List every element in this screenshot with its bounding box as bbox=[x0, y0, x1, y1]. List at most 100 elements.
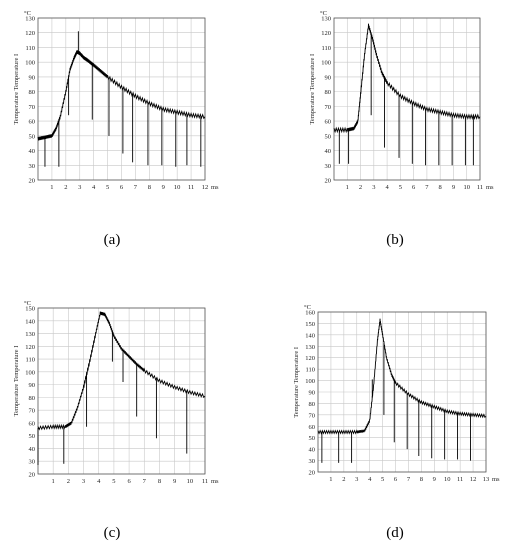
y-tick-label: 100 bbox=[321, 60, 331, 67]
x-tick-label: 5 bbox=[399, 184, 402, 191]
x-tick-label: 8 bbox=[158, 478, 161, 485]
x-tick-label: 6 bbox=[127, 478, 131, 485]
x-unit-label: ms bbox=[486, 184, 494, 191]
x-tick-label: 12 bbox=[202, 184, 209, 191]
x-tick-label: 4 bbox=[97, 478, 101, 485]
y-tick-label: 130 bbox=[25, 331, 35, 338]
y-tick-label: 20 bbox=[325, 178, 332, 185]
y-unit-label: °C bbox=[320, 10, 327, 17]
x-tick-label: 3 bbox=[82, 478, 85, 485]
caption-d: (d) bbox=[386, 525, 404, 541]
y-tick-label: 40 bbox=[325, 148, 332, 155]
y-axis-label: Temperature Temperature I bbox=[13, 346, 20, 417]
y-tick-label: 80 bbox=[29, 89, 36, 96]
series-line bbox=[333, 23, 481, 134]
y-tick-label: 150 bbox=[25, 306, 35, 313]
x-tick-label: 2 bbox=[67, 478, 70, 485]
y-tick-label: 70 bbox=[325, 104, 332, 111]
y-tick-label: 40 bbox=[29, 148, 36, 155]
y-tick-label: 140 bbox=[305, 332, 315, 339]
x-tick-label: 13 bbox=[483, 476, 490, 483]
x-tick-label: 4 bbox=[385, 184, 389, 191]
x-tick-label: 1 bbox=[52, 478, 55, 485]
x-tick-label: 4 bbox=[368, 476, 372, 483]
plot-frame bbox=[333, 17, 481, 181]
x-tick-label: 8 bbox=[439, 184, 442, 191]
y-tick-label: 20 bbox=[29, 472, 36, 479]
y-tick-label: 110 bbox=[321, 45, 331, 52]
x-tick-label: 5 bbox=[112, 478, 115, 485]
y-tick-label: 40 bbox=[29, 446, 36, 453]
x-tick-label: 10 bbox=[463, 184, 470, 191]
x-tick-label: 5 bbox=[106, 184, 109, 191]
x-tick-label: 9 bbox=[162, 184, 165, 191]
x-tick-label: 3 bbox=[78, 184, 81, 191]
y-tick-label: 30 bbox=[29, 163, 36, 170]
x-unit-label: ms bbox=[211, 478, 219, 485]
x-tick-label: 7 bbox=[143, 478, 147, 485]
x-tick-label: 6 bbox=[412, 184, 416, 191]
y-tick-label: 130 bbox=[321, 16, 331, 23]
x-tick-label: 1 bbox=[329, 476, 332, 483]
y-axis-label: Temperature Temperature I bbox=[13, 54, 20, 125]
y-tick-label: 110 bbox=[305, 367, 315, 374]
y-tick-label: 80 bbox=[29, 395, 36, 402]
x-tick-label: 3 bbox=[372, 184, 375, 191]
x-tick-label: 2 bbox=[64, 184, 67, 191]
x-tick-label: 7 bbox=[134, 184, 138, 191]
y-unit-label: °C bbox=[24, 300, 31, 307]
y-tick-label: 50 bbox=[309, 435, 316, 442]
x-tick-label: 5 bbox=[381, 476, 384, 483]
x-tick-label: 9 bbox=[173, 478, 176, 485]
x-tick-label: 10 bbox=[444, 476, 451, 483]
x-tick-label: 6 bbox=[120, 184, 124, 191]
y-axis-label: Temperature Temperature I bbox=[293, 347, 300, 418]
x-tick-label: 7 bbox=[407, 476, 411, 483]
x-tick-label: 9 bbox=[452, 184, 455, 191]
x-unit-label: ms bbox=[211, 184, 219, 191]
y-tick-label: 70 bbox=[29, 104, 36, 111]
x-tick-label: 1 bbox=[346, 184, 349, 191]
y-tick-label: 60 bbox=[29, 420, 36, 427]
y-tick-label: 70 bbox=[309, 412, 316, 419]
chart-panel-b: 20 30 40 50 60 70 80 90 100 110 120 130 1 2 3 4 5 6 7 8 9 10 1… bbox=[309, 10, 494, 191]
y-tick-label: 110 bbox=[25, 45, 35, 52]
y-tick-label: 130 bbox=[305, 344, 315, 351]
y-tick-label: 50 bbox=[29, 433, 36, 440]
y-unit-label: °C bbox=[304, 304, 311, 311]
y-tick-label: 60 bbox=[325, 119, 332, 126]
y-axis-label: Temperature Temperature I bbox=[309, 54, 316, 125]
y-tick-label: 100 bbox=[25, 60, 35, 67]
y-tick-label: 50 bbox=[29, 133, 36, 140]
y-tick-label: 50 bbox=[325, 133, 332, 140]
series-line bbox=[37, 50, 206, 141]
y-tick-label: 100 bbox=[305, 378, 315, 385]
y-tick-label: 60 bbox=[309, 424, 316, 431]
x-tick-label: 7 bbox=[425, 184, 429, 191]
y-tick-label: 20 bbox=[29, 178, 36, 185]
x-tick-label: 2 bbox=[359, 184, 362, 191]
y-tick-label: 130 bbox=[25, 16, 35, 23]
y-tick-label: 90 bbox=[309, 390, 316, 397]
x-tick-label: 11 bbox=[457, 476, 463, 483]
chart-panel-c: 20 30 40 50 60 70 80 90 100 110 120 130 140 150 1 2 3 4 5 6… bbox=[13, 300, 219, 485]
x-tick-label: 4 bbox=[92, 184, 96, 191]
y-tick-label: 30 bbox=[309, 458, 316, 465]
y-tick-label: 160 bbox=[305, 310, 315, 317]
caption-a: (a) bbox=[103, 232, 121, 248]
y-tick-label: 70 bbox=[29, 408, 36, 415]
x-tick-label: 8 bbox=[148, 184, 151, 191]
y-tick-label: 80 bbox=[325, 89, 332, 96]
caption-b: (b) bbox=[386, 232, 404, 248]
x-tick-label: 10 bbox=[174, 184, 181, 191]
y-unit-label: °C bbox=[24, 10, 31, 17]
y-tick-label: 60 bbox=[29, 119, 36, 126]
y-tick-label: 30 bbox=[29, 459, 36, 466]
y-tick-label: 20 bbox=[309, 470, 316, 477]
series-line bbox=[317, 318, 487, 435]
x-tick-label: 3 bbox=[355, 476, 358, 483]
x-tick-label: 11 bbox=[477, 184, 483, 191]
x-tick-label: 8 bbox=[420, 476, 423, 483]
